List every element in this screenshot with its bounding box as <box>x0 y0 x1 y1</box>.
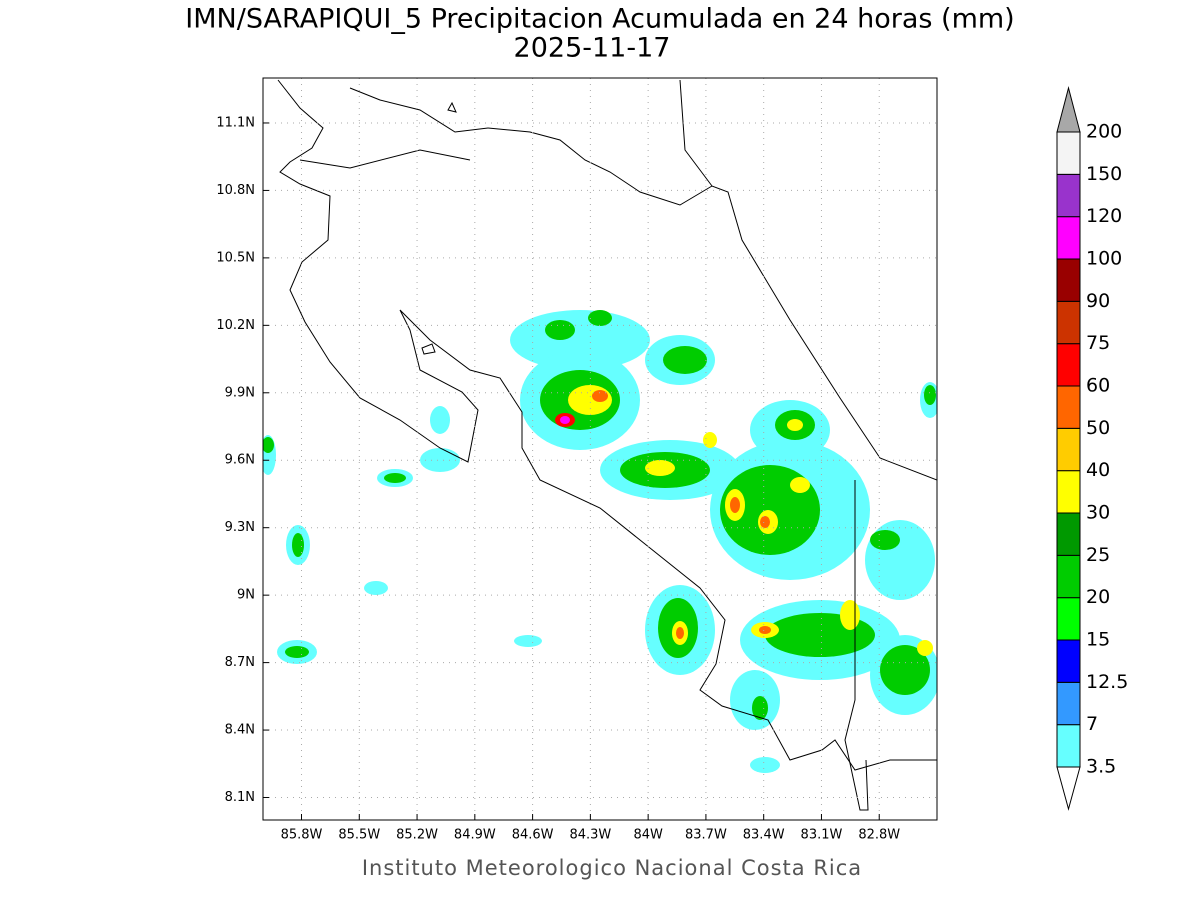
colorbar-segment <box>1056 427 1081 472</box>
colorbar-segment <box>1056 343 1081 387</box>
colorbar-label: 30 <box>1086 502 1110 524</box>
colorbar-segment <box>1056 597 1081 641</box>
y-tick-label: 9.9N <box>225 385 255 400</box>
x-tick-label: 84.6W <box>512 828 554 843</box>
colorbar-label: 20 <box>1086 586 1110 608</box>
colorbar-segment <box>1056 554 1081 599</box>
colorbar-label: 40 <box>1086 459 1110 481</box>
x-tick-label: 82.8W <box>858 828 900 843</box>
map-frame <box>262 77 938 821</box>
colorbar-segment <box>1056 512 1081 556</box>
colorbar-label: 12.5 <box>1086 671 1128 693</box>
colorbar-segment <box>1056 681 1081 726</box>
title: IMN/SARAPIQUI_5 Precipitacion Acumulada … <box>185 4 1014 35</box>
colorbar-label: 7 <box>1086 713 1098 735</box>
x-tick-label: 83.7W <box>685 828 727 843</box>
colorbar-segment <box>1056 300 1081 345</box>
colorbar-segment <box>1056 216 1081 260</box>
y-tick-label: 8.4N <box>225 723 255 738</box>
colorbar-under <box>1056 766 1081 811</box>
colorbar-label: 200 <box>1086 121 1122 143</box>
colorbar-segment <box>1056 470 1081 514</box>
colorbar-label: 50 <box>1086 417 1110 439</box>
colorbar-label: 60 <box>1086 375 1110 397</box>
colorbar-label: 150 <box>1086 163 1122 185</box>
x-tick-label: 85.5W <box>338 828 380 843</box>
colorbar-segment <box>1056 724 1081 768</box>
y-tick-label: 10.2N <box>216 318 255 333</box>
y-tick-label: 10.5N <box>216 250 255 265</box>
colorbar-segment <box>1056 173 1081 218</box>
colorbar-segment <box>1056 258 1081 302</box>
colorbar-label: 120 <box>1086 205 1122 227</box>
x-tick-label: 84W <box>633 828 663 843</box>
x-tick-label: 85.8W <box>281 828 323 843</box>
colorbar-label: 90 <box>1086 290 1110 312</box>
x-tick-label: 84.3W <box>569 828 611 843</box>
colorbar-label: 75 <box>1086 332 1110 354</box>
colorbar-segment <box>1056 639 1081 683</box>
coastlines <box>277 79 937 811</box>
colorbar-label: 25 <box>1086 544 1110 566</box>
precipitation <box>263 310 937 773</box>
colorbar-segment <box>1056 131 1081 175</box>
footer: Instituto Meteorologico Nacional Costa R… <box>362 856 862 880</box>
colorbar-over <box>1056 86 1081 133</box>
grid <box>263 78 937 820</box>
colorbar-segment <box>1056 385 1081 429</box>
x-tick-label: 83.1W <box>801 828 843 843</box>
x-tick-label: 84.9W <box>454 828 496 843</box>
y-tick-label: 9N <box>237 588 255 603</box>
y-tick-label: 10.8N <box>216 183 255 198</box>
y-tick-label: 9.6N <box>225 453 255 468</box>
y-tick-label: 8.1N <box>225 790 255 805</box>
subtitle: 2025-11-17 <box>514 33 671 64</box>
colorbar-label: 15 <box>1086 629 1110 651</box>
colorbar-label: 3.5 <box>1086 756 1116 778</box>
x-tick-label: 83.4W <box>743 828 785 843</box>
y-tick-label: 11.1N <box>216 115 255 130</box>
x-tick-label: 85.2W <box>396 828 438 843</box>
y-tick-label: 9.3N <box>225 520 255 535</box>
y-tick-label: 8.7N <box>225 655 255 670</box>
colorbar-label: 100 <box>1086 248 1122 270</box>
